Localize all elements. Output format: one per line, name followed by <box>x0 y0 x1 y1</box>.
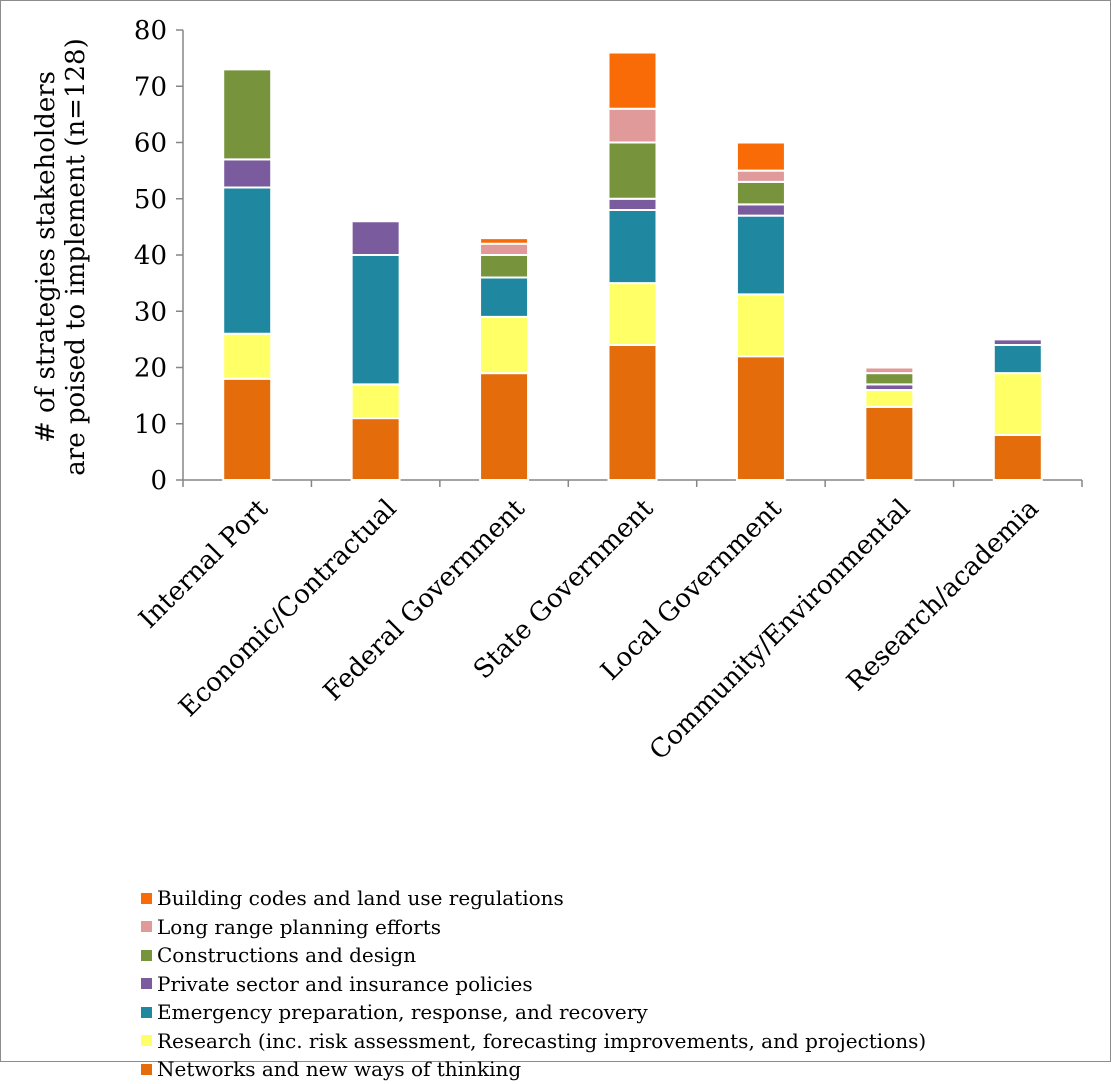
bar-segment <box>479 315 530 375</box>
legend-item: Emergency preparation, response, and rec… <box>141 998 926 1027</box>
legend-item: Networks and new ways of thinking <box>141 1055 926 1084</box>
bar-segment <box>735 355 786 481</box>
legend-label: Research (inc. risk assessment, forecast… <box>157 1028 927 1053</box>
bar-segment <box>735 214 786 296</box>
bar-segment <box>607 209 658 285</box>
legend-swatch <box>141 892 152 904</box>
bar-segment <box>864 389 915 408</box>
legend-swatch <box>141 1035 152 1047</box>
stacked-bar-chart: # of strategies stakeholders are poised … <box>31 16 1083 766</box>
bar-segment <box>350 383 401 420</box>
y-axis-label-line1: # of strategies stakeholders <box>31 71 61 443</box>
bar-segment <box>992 344 1043 375</box>
bar-segment <box>479 237 530 245</box>
bar-segment <box>992 372 1043 436</box>
bar-segment <box>350 220 401 256</box>
legend: Building codes and land use regulations L… <box>141 884 926 1084</box>
bar-segment <box>607 51 658 110</box>
legend-swatch <box>141 1006 152 1018</box>
bar-segment <box>735 169 786 183</box>
legend-swatch <box>141 978 152 990</box>
bar-segment <box>479 372 530 481</box>
legend-label: Private sector and insurance policies <box>157 971 533 996</box>
y-tick-label: 70 <box>134 72 167 102</box>
legend-item: Long range planning efforts <box>141 913 926 942</box>
legend-label: Long range planning efforts <box>157 914 441 939</box>
y-axis-label-line2: are poised to implement (n=128) <box>61 38 91 475</box>
bar-segment <box>992 338 1043 346</box>
legend-item: Private sector and insurance policies <box>141 970 926 999</box>
x-category-label: Internal Port <box>133 493 274 634</box>
y-tick-label: 0 <box>150 466 167 496</box>
y-tick-label: 30 <box>134 297 167 327</box>
bar-segment <box>222 186 273 335</box>
bar-segment <box>607 344 658 481</box>
bar-segment <box>350 417 401 481</box>
bar-segment <box>350 254 401 386</box>
legend-swatch <box>141 921 152 933</box>
bar-segment <box>607 197 658 211</box>
y-tick-label: 20 <box>134 354 167 384</box>
y-tick-label: 80 <box>134 16 167 46</box>
bar-segment <box>607 282 658 346</box>
legend-label: Networks and new ways of thinking <box>157 1057 522 1082</box>
x-category-label: Community/Environmental <box>644 494 916 766</box>
bar-segment <box>607 107 658 144</box>
legend-label: Emergency preparation, response, and rec… <box>157 1000 648 1025</box>
y-tick-label: 10 <box>134 410 167 440</box>
plot-area: 0 10 20 30 40 50 60 70 80 Internal PortEconomic/C… <box>133 16 1083 766</box>
bar-segment <box>479 242 530 256</box>
y-tick-label: 50 <box>134 185 167 215</box>
bar-segment <box>222 377 273 481</box>
bar-segment <box>864 366 915 375</box>
legend-item: Building codes and land use regulations <box>141 884 926 913</box>
bar-segment <box>735 203 786 217</box>
bar-segment <box>222 332 273 380</box>
bar-segment <box>735 180 786 206</box>
bar-segment <box>735 141 786 172</box>
bar-segment <box>864 405 915 481</box>
y-tick-label: 40 <box>134 241 167 271</box>
bar-segment <box>479 276 530 318</box>
bar-segment <box>607 141 658 200</box>
legend-swatch <box>141 949 152 961</box>
bar-segment <box>479 254 530 279</box>
y-tick-label: 60 <box>134 129 167 159</box>
legend-item: Research (inc. risk assessment, forecast… <box>141 1027 926 1056</box>
bar-segment <box>864 372 915 386</box>
legend-label: Constructions and design <box>157 943 417 968</box>
legend-item: Constructions and design <box>141 941 926 970</box>
bar-segment <box>222 158 273 189</box>
legend-swatch <box>141 1063 152 1075</box>
x-category-label: Economic/Contractual <box>173 494 402 723</box>
bar-segment <box>992 434 1043 481</box>
bar-segment <box>735 293 786 358</box>
legend-label: Building codes and land use regulations <box>157 886 564 911</box>
bar-segment <box>222 68 273 161</box>
